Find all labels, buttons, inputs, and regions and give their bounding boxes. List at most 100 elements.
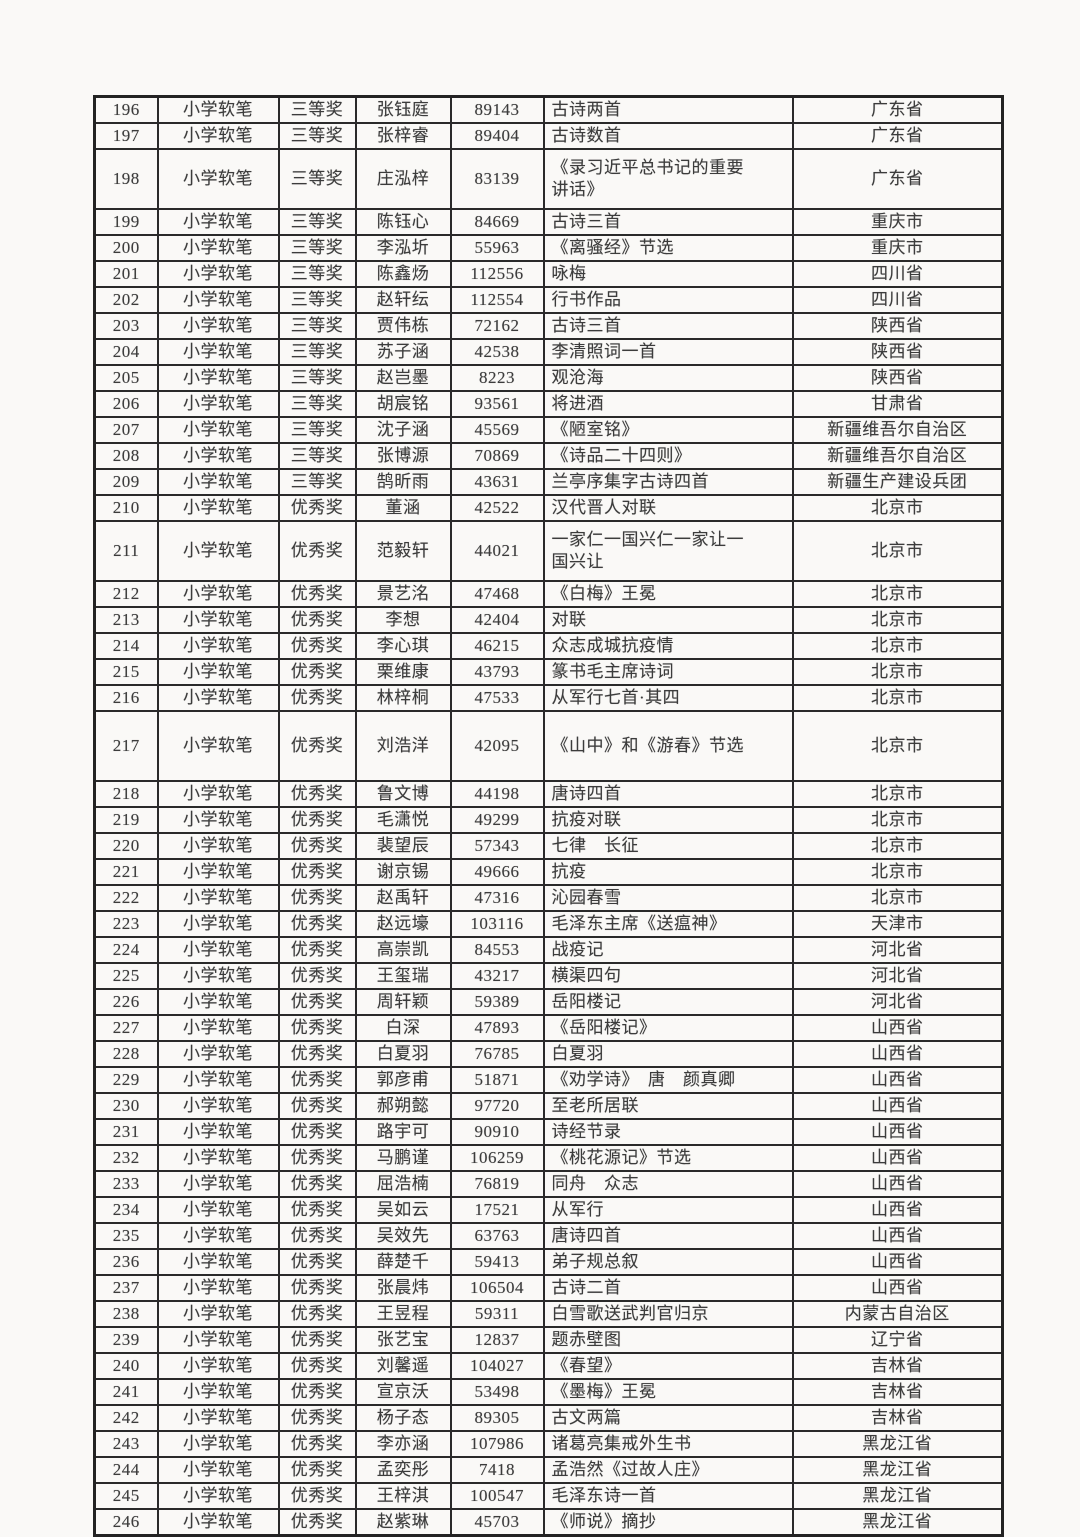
cell-name: 景艺洺 bbox=[354, 580, 452, 608]
cell-category: 小学软笔 bbox=[156, 286, 280, 314]
cell-province: 山西省 bbox=[791, 1196, 1004, 1224]
cell-name: 路宇可 bbox=[354, 1118, 452, 1146]
cell-id: 89143 bbox=[449, 95, 545, 124]
table-row: 219 小学软笔 优秀奖 毛潇悦 49299 抗疫对联 北京市 bbox=[93, 806, 1004, 834]
cell-no: 223 bbox=[93, 910, 159, 938]
cell-name: 王玺瑞 bbox=[354, 962, 452, 990]
cell-no: 198 bbox=[93, 148, 159, 210]
cell-no: 224 bbox=[93, 936, 159, 964]
cell-province: 广东省 bbox=[791, 95, 1004, 124]
cell-category: 小学软笔 bbox=[156, 1222, 280, 1250]
cell-id: 112556 bbox=[449, 260, 545, 288]
cell-no: 234 bbox=[93, 1196, 159, 1224]
table-row: 213 小学软笔 优秀奖 李想 42404 对联 北京市 bbox=[93, 606, 1004, 634]
cell-no: 235 bbox=[93, 1222, 159, 1250]
cell-work: 从军行七首·其四 bbox=[542, 684, 794, 712]
cell-id: 44198 bbox=[449, 780, 545, 808]
cell-category: 小学软笔 bbox=[156, 962, 280, 990]
cell-province: 辽宁省 bbox=[791, 1326, 1004, 1354]
table-row: 214 小学软笔 优秀奖 李心琪 46215 众志成城抗疫情 北京市 bbox=[93, 632, 1004, 660]
cell-name: 李亦涵 bbox=[354, 1430, 452, 1458]
cell-province: 重庆市 bbox=[791, 208, 1004, 236]
cell-id: 89305 bbox=[449, 1404, 545, 1432]
cell-province: 山西省 bbox=[791, 1040, 1004, 1068]
cell-name: 白夏羽 bbox=[354, 1040, 452, 1068]
cell-category: 小学软笔 bbox=[156, 806, 280, 834]
table-row: 222 小学软笔 优秀奖 赵禹轩 47316 沁园春雪 北京市 bbox=[93, 884, 1004, 912]
cell-category: 小学软笔 bbox=[156, 364, 280, 392]
cell-award: 三等奖 bbox=[277, 260, 357, 288]
cell-category: 小学软笔 bbox=[156, 606, 280, 634]
cell-id: 46215 bbox=[449, 632, 545, 660]
table-row: 224 小学软笔 优秀奖 高崇凯 84553 战疫记 河北省 bbox=[93, 936, 1004, 964]
table-row: 211 小学软笔 优秀奖 范毅轩 44021 一家仁一国兴仁一家让一国兴让 北京市 bbox=[93, 520, 1004, 582]
cell-award: 三等奖 bbox=[277, 234, 357, 262]
cell-id: 43793 bbox=[449, 658, 545, 686]
cell-name: 栗维康 bbox=[354, 658, 452, 686]
cell-work: 古诗二首 bbox=[542, 1274, 794, 1302]
cell-category: 小学软笔 bbox=[156, 658, 280, 686]
table-row: 241 小学软笔 优秀奖 宣京沃 53498 《墨梅》王冕 吉林省 bbox=[93, 1378, 1004, 1406]
cell-province: 广东省 bbox=[791, 122, 1004, 150]
cell-no: 222 bbox=[93, 884, 159, 912]
cell-award: 优秀奖 bbox=[277, 1092, 357, 1120]
cell-name: 范毅轩 bbox=[354, 520, 452, 582]
cell-category: 小学软笔 bbox=[156, 1326, 280, 1354]
cell-id: 47893 bbox=[449, 1014, 545, 1042]
cell-category: 小学软笔 bbox=[156, 1378, 280, 1406]
cell-no: 226 bbox=[93, 988, 159, 1016]
cell-province: 北京市 bbox=[791, 606, 1004, 634]
cell-work: 古诗数首 bbox=[542, 122, 794, 150]
cell-name: 刘浩洋 bbox=[354, 710, 452, 782]
cell-award: 三等奖 bbox=[277, 390, 357, 418]
cell-award: 优秀奖 bbox=[277, 832, 357, 860]
cell-id: 42538 bbox=[449, 338, 545, 366]
cell-no: 231 bbox=[93, 1118, 159, 1146]
cell-province: 北京市 bbox=[791, 858, 1004, 886]
cell-name: 宣京沃 bbox=[354, 1378, 452, 1406]
cell-name: 胡宸铭 bbox=[354, 390, 452, 418]
cell-work: 古诗三首 bbox=[542, 312, 794, 340]
cell-work: 沁园春雪 bbox=[542, 884, 794, 912]
cell-no: 205 bbox=[93, 364, 159, 392]
cell-category: 小学软笔 bbox=[156, 1066, 280, 1094]
cell-category: 小学软笔 bbox=[156, 832, 280, 860]
table-row: 218 小学软笔 优秀奖 鲁文博 44198 唐诗四首 北京市 bbox=[93, 780, 1004, 808]
cell-no: 215 bbox=[93, 658, 159, 686]
cell-work: 《陋室铭》 bbox=[542, 416, 794, 444]
cell-id: 49666 bbox=[449, 858, 545, 886]
cell-province: 北京市 bbox=[791, 806, 1004, 834]
cell-name: 吴效先 bbox=[354, 1222, 452, 1250]
cell-award: 优秀奖 bbox=[277, 580, 357, 608]
cell-id: 93561 bbox=[449, 390, 545, 418]
table-row: 235 小学软笔 优秀奖 吴效先 63763 唐诗四首 山西省 bbox=[93, 1222, 1004, 1250]
table-row: 215 小学软笔 优秀奖 栗维康 43793 篆书毛主席诗词 北京市 bbox=[93, 658, 1004, 686]
cell-award: 优秀奖 bbox=[277, 632, 357, 660]
cell-id: 106259 bbox=[449, 1144, 545, 1172]
cell-category: 小学软笔 bbox=[156, 780, 280, 808]
cell-award: 三等奖 bbox=[277, 442, 357, 470]
cell-category: 小学软笔 bbox=[156, 468, 280, 496]
cell-province: 天津市 bbox=[791, 910, 1004, 938]
cell-work: 《桃花源记》节选 bbox=[542, 1144, 794, 1172]
cell-id: 76819 bbox=[449, 1170, 545, 1198]
cell-award: 优秀奖 bbox=[277, 658, 357, 686]
cell-no: 232 bbox=[93, 1144, 159, 1172]
table-row: 232 小学软笔 优秀奖 马鹏谨 106259 《桃花源记》节选 山西省 bbox=[93, 1144, 1004, 1172]
cell-work: 《岳阳楼记》 bbox=[542, 1014, 794, 1042]
cell-no: 207 bbox=[93, 416, 159, 444]
cell-award: 优秀奖 bbox=[277, 806, 357, 834]
cell-award: 优秀奖 bbox=[277, 1456, 357, 1484]
cell-work: 从军行 bbox=[542, 1196, 794, 1224]
cell-province: 山西省 bbox=[791, 1014, 1004, 1042]
cell-id: 107986 bbox=[449, 1430, 545, 1458]
cell-award: 优秀奖 bbox=[277, 1040, 357, 1068]
cell-category: 小学软笔 bbox=[156, 442, 280, 470]
cell-province: 山西省 bbox=[791, 1248, 1004, 1276]
cell-work: 孟浩然《过故人庄》 bbox=[542, 1456, 794, 1484]
cell-award: 优秀奖 bbox=[277, 710, 357, 782]
cell-id: 53498 bbox=[449, 1378, 545, 1406]
cell-name: 张钰庭 bbox=[354, 95, 452, 124]
table-row: 209 小学软笔 三等奖 鹄昕雨 43631 兰亭序集字古诗四首 新疆生产建设兵团 bbox=[93, 468, 1004, 496]
